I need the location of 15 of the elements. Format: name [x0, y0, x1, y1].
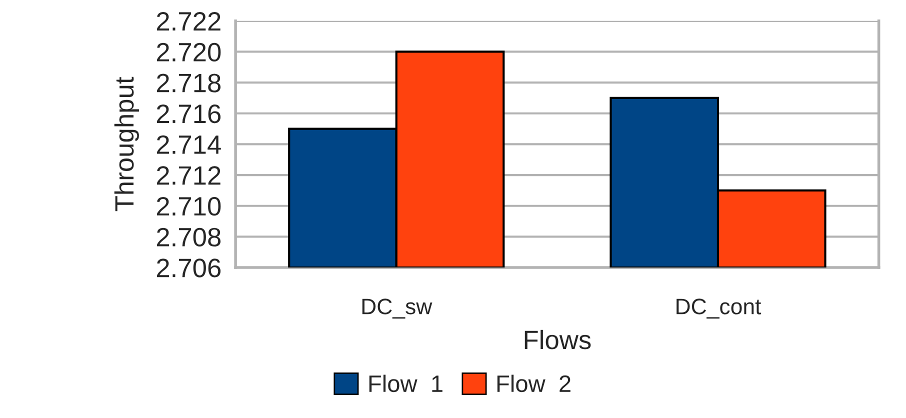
y-tick-label: 2.708 [156, 228, 221, 247]
y-tick-label: 2.716 [156, 104, 221, 124]
y-tick-label: 2.706 [156, 258, 221, 278]
y-tick-label: 2.722 [156, 12, 220, 30]
y-axis-title: Throughput [114, 76, 139, 212]
x-axis-title: Flows [524, 330, 591, 350]
x-tick-label: DC_cont [676, 298, 762, 319]
y-tick-label: 2.712 [156, 166, 220, 185]
y-tick-label: 2.710 [156, 197, 221, 216]
x-tick-label: DC_sw [362, 298, 432, 319]
y-tick-label: 2.714 [156, 135, 221, 154]
legend-label: Flow 2 [497, 374, 570, 392]
y-tick-label: 2.720 [156, 42, 221, 62]
legend-label: Flow 1 [369, 374, 442, 392]
y-tick-label: 2.718 [156, 74, 221, 92]
